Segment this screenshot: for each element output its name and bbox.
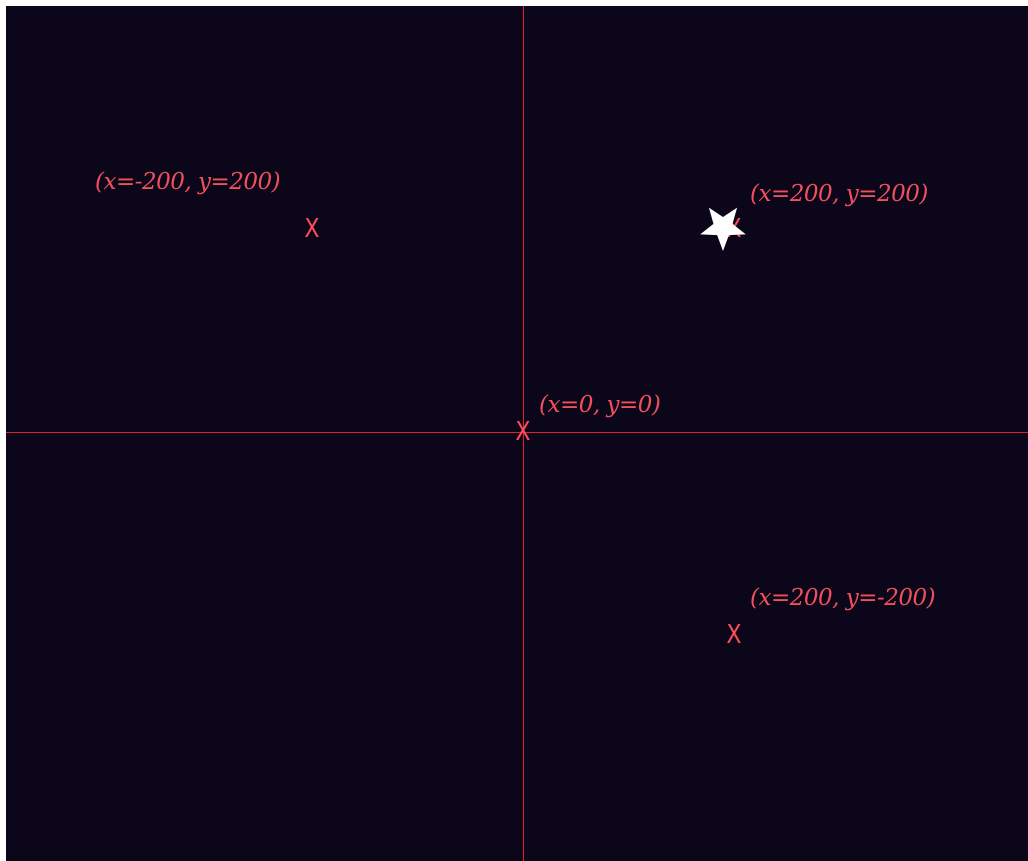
coord-label-200-neg200: (x=200, y=-200) [750, 585, 936, 611]
stage-canvas[interactable]: X (x=-200, y=200) X (x=200, y=200) X (x=… [6, 6, 1028, 861]
marker-x-200-y-neg200: X [726, 620, 742, 650]
marker-x-neg200-y200: X [304, 214, 320, 244]
x-axis-line [6, 432, 1028, 433]
coord-label-200-200: (x=200, y=200) [750, 181, 928, 207]
y-axis-line [523, 6, 524, 861]
star-sprite-icon[interactable] [697, 201, 749, 253]
coord-label-neg200-200: (x=-200, y=200) [95, 169, 281, 195]
coord-label-origin: (x=0, y=0) [539, 392, 661, 418]
marker-origin: X [515, 417, 531, 447]
star-shape [700, 207, 747, 251]
